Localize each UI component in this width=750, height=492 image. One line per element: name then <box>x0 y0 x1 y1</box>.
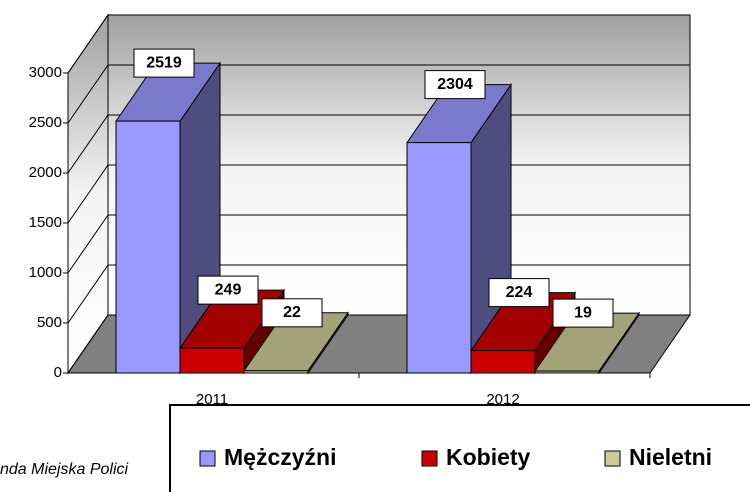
legend-label: Kobiety <box>446 444 531 470</box>
x-tick-label: 2012 <box>486 391 519 408</box>
legend-swatch <box>199 450 216 467</box>
bar <box>470 350 536 374</box>
y-tick-label: 1000 <box>29 264 62 281</box>
legend-swatch <box>421 450 438 467</box>
legend <box>169 404 750 492</box>
y-tick-label: 0 <box>54 364 62 381</box>
value-label: 22 <box>283 304 301 321</box>
grid-line <box>67 64 690 124</box>
bar <box>115 120 181 374</box>
value-label: 19 <box>574 304 592 321</box>
value-label-box <box>488 278 550 308</box>
y-tick-label: 500 <box>37 314 62 331</box>
x-tick-label: 2011 <box>196 391 228 408</box>
value-label-box <box>261 298 323 328</box>
bar <box>406 142 472 374</box>
value-label-box <box>133 48 195 78</box>
value-label: 2519 <box>146 54 182 71</box>
y-tick-label: 3000 <box>29 64 62 81</box>
legend-swatch <box>604 450 621 467</box>
bar <box>179 347 245 374</box>
y-tick-label: 2500 <box>29 114 62 131</box>
value-label: 249 <box>215 281 242 298</box>
legend-label: Mężczyźni <box>224 444 336 470</box>
y-tick-label: 2000 <box>29 164 62 181</box>
value-label: 2304 <box>437 76 473 93</box>
bar <box>243 370 309 374</box>
y-tick-label: 1500 <box>29 214 62 231</box>
grid-line <box>67 14 690 74</box>
value-label: 224 <box>506 284 533 301</box>
legend-label: Nieletni <box>629 444 712 470</box>
bar <box>534 370 600 374</box>
value-label-box <box>552 298 614 328</box>
source-note: nda Miejska Polici <box>0 461 129 478</box>
value-label-box <box>424 70 486 100</box>
value-label-box <box>197 275 259 305</box>
